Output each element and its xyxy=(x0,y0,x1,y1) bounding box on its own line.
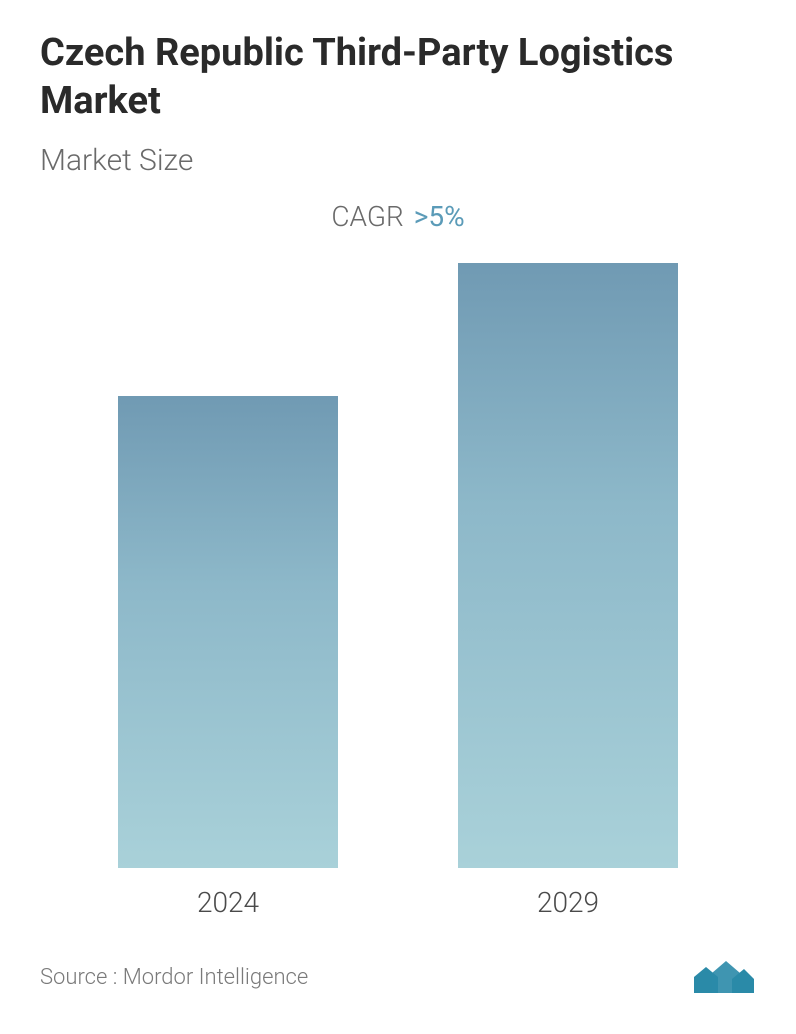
footer: Source : Mordor Intelligence xyxy=(40,939,756,1005)
bar-group-0: 2024 xyxy=(118,396,338,919)
source-text: Source : Mordor Intelligence xyxy=(40,965,308,990)
bar-label-0: 2024 xyxy=(197,886,259,919)
bar-1 xyxy=(458,263,678,868)
bar-label-1: 2029 xyxy=(537,886,599,919)
cagr-row: CAGR >5% xyxy=(40,200,756,233)
chart-subtitle: Market Size xyxy=(40,143,756,178)
chart-container: Czech Republic Third-Party Logistics Mar… xyxy=(0,0,796,1034)
cagr-value: >5% xyxy=(414,200,465,233)
cagr-label: CAGR xyxy=(331,200,403,233)
bar-group-1: 2029 xyxy=(458,263,678,919)
brand-logo-icon xyxy=(692,959,756,995)
chart-area: 2024 2029 xyxy=(40,263,756,939)
bar-0 xyxy=(118,396,338,868)
chart-title: Czech Republic Third-Party Logistics Mar… xyxy=(40,30,756,125)
